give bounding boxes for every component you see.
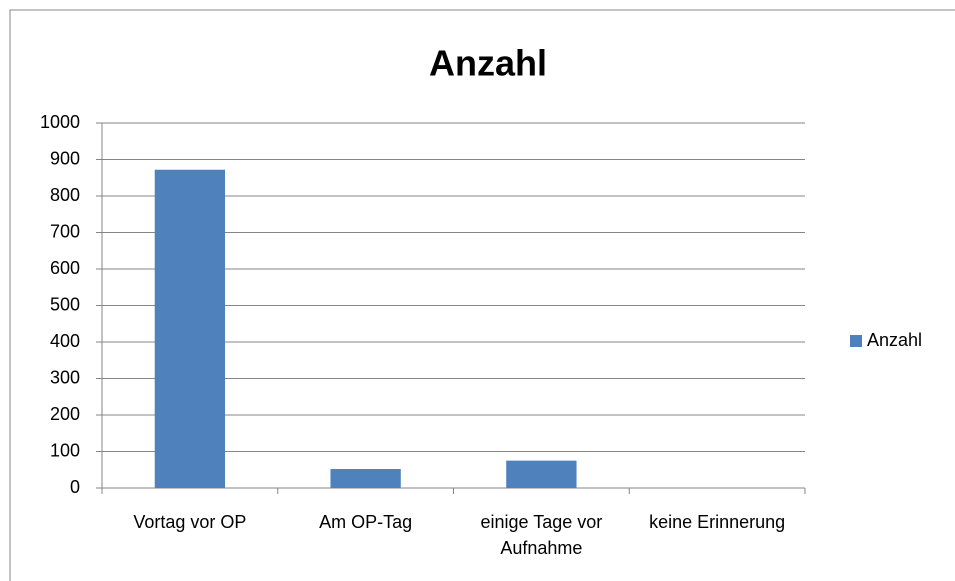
bar (154, 169, 226, 488)
x-tick-label: keine Erinnerung (649, 512, 786, 532)
y-tick-label: 500 (50, 294, 80, 314)
y-tick-label: 300 (50, 367, 80, 387)
x-tick-label: einige Tage vor Aufnahme (480, 512, 603, 558)
legend-swatch (850, 335, 862, 347)
bar (506, 460, 577, 488)
x-tick-label: Am OP-Tag (319, 512, 413, 532)
chart-title: Anzahl (429, 43, 547, 84)
y-tick-label: 600 (50, 258, 80, 278)
y-tick-label: 0 (70, 477, 80, 497)
y-tick-label: 800 (50, 185, 80, 205)
chart-border (9, 9, 955, 581)
y-tick-label: 200 (50, 404, 80, 424)
bar (330, 469, 401, 488)
x-tick-label: Vortag vor OP (133, 512, 247, 532)
y-tick-label: 100 (50, 440, 80, 460)
legend-label: Anzahl (867, 330, 922, 350)
y-tick-label: 400 (50, 331, 80, 351)
y-tick-label: 900 (50, 148, 80, 168)
y-tick-label: 1000 (40, 112, 80, 132)
y-tick-label: 700 (50, 221, 80, 241)
